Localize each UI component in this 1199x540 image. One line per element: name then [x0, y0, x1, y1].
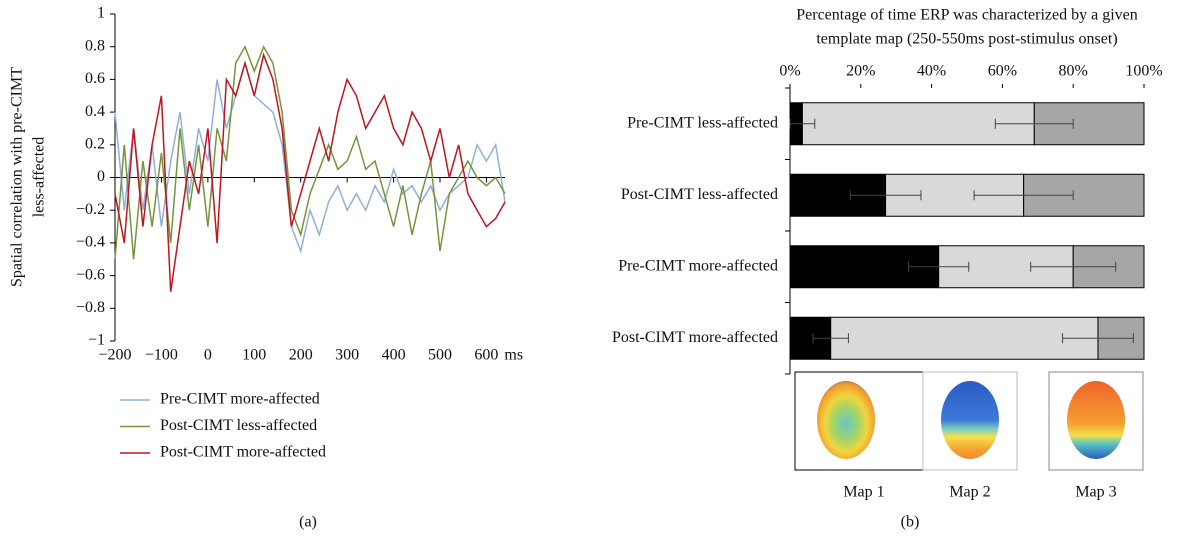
series-line — [114, 60, 506, 254]
category-label: Pre-CIMT less-affected — [627, 114, 778, 131]
category-label: Post-CIMT more-affected — [612, 329, 778, 346]
error-bar — [994, 118, 1074, 129]
x-tick-label: 20% — [846, 63, 875, 80]
legend-label: Map 2 — [949, 484, 990, 501]
error-bar — [789, 118, 816, 129]
x-tick-label: 0 — [204, 347, 212, 364]
x-tick-label: 60% — [988, 63, 1017, 80]
map-image — [817, 381, 875, 459]
category-label: Pre-CIMT more-affected — [618, 257, 778, 274]
y-tick-label: −0.4 — [76, 234, 105, 251]
x-tick-label: 600 — [474, 347, 498, 364]
error-bar — [849, 190, 922, 201]
chart-title: Percentage of time ERP was characterized… — [796, 7, 1137, 24]
x-tick-label: 400 — [382, 347, 406, 364]
y-tick-label: 0.2 — [85, 135, 105, 152]
x-tick-label: −100 — [145, 347, 178, 364]
legend-label: Post-CIMT more-affected — [160, 444, 326, 461]
x-tick-label: 80% — [1059, 63, 1088, 80]
y-tick-label: 0 — [97, 168, 105, 185]
y-tick-label: 1 — [97, 5, 105, 22]
error-bar — [812, 333, 849, 344]
panel-label: (a) — [299, 514, 317, 531]
error-bar — [1030, 261, 1117, 272]
x-tick-label: 200 — [289, 347, 313, 364]
y-tick-label: 0.6 — [85, 70, 105, 87]
legend-label: Pre-CIMT more-affected — [160, 391, 320, 408]
error-bar — [908, 261, 970, 272]
series-line — [114, 44, 506, 260]
map-image — [1067, 381, 1125, 459]
y-axis-label: less-affected — [31, 137, 48, 218]
category-label: Post-CIMT less-affected — [621, 186, 778, 203]
x-tick-label: 0% — [779, 63, 800, 80]
y-tick-label: 0.8 — [85, 37, 105, 54]
x-tick-label: 100 — [242, 347, 266, 364]
x-tick-label: 40% — [917, 63, 946, 80]
x-axis-label: ms — [504, 347, 523, 364]
x-tick-label: 500 — [428, 347, 452, 364]
bar-segment — [830, 316, 1099, 360]
y-tick-label: −0.8 — [76, 299, 105, 316]
legend-label: Post-CIMT less-affected — [160, 417, 317, 434]
legend-label: Map 1 — [843, 484, 884, 501]
y-axis-label: Spatial correlation with pre-CIMT — [9, 67, 26, 287]
chart-title: template map (250-550ms post-stimulus on… — [816, 31, 1117, 48]
map-image — [941, 381, 999, 459]
x-tick-label: −200 — [98, 347, 131, 364]
y-tick-label: −0.6 — [76, 266, 105, 283]
y-tick-label: −1 — [88, 332, 105, 349]
x-tick-label: 100% — [1125, 63, 1162, 80]
y-tick-label: 0.4 — [85, 103, 105, 120]
series-line — [114, 52, 506, 293]
error-bar — [973, 190, 1074, 201]
legend-label: Map 3 — [1075, 484, 1116, 501]
panel-label: (b) — [901, 514, 920, 531]
map-thumbnails — [794, 371, 1144, 471]
y-tick-label: −0.2 — [76, 201, 105, 218]
error-bar — [1062, 333, 1134, 344]
x-tick-label: 300 — [335, 347, 359, 364]
